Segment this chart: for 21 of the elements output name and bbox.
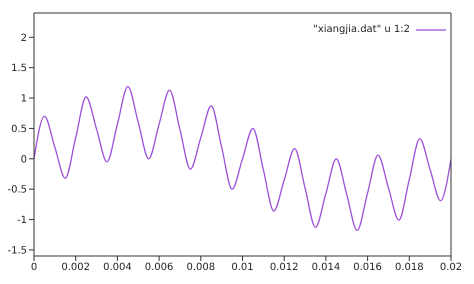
x-tick-label: 0.014 [312, 262, 340, 274]
x-tick-label: 0.018 [394, 262, 424, 274]
x-tick-label: 0.004 [103, 262, 132, 274]
x-tick-label: 0.008 [186, 262, 216, 274]
y-tick-label: -1.5 [7, 245, 27, 256]
y-tick-label: 1 [20, 94, 27, 105]
x-tick-label: 0.002 [61, 262, 90, 274]
x-tick-label: 0.016 [353, 262, 382, 274]
y-tick-label: -1 [17, 215, 27, 226]
x-tick-label: 0 [30, 262, 38, 274]
x-tick-label: 0.006 [144, 262, 174, 274]
line-series [34, 86, 451, 232]
y-tick-label: 0.5 [11, 124, 27, 135]
y-tick-label: 2 [20, 32, 27, 44]
y-tick-label: -0.5 [7, 184, 27, 196]
x-tick-label: 0.02 [440, 262, 462, 274]
y-tick-label: 0 [20, 154, 27, 166]
x-tick-label: 0.012 [270, 262, 299, 274]
y-tick-label: 1.5 [11, 63, 27, 74]
legend-label: "xiangjia.dat" u 1:2 [313, 24, 410, 35]
x-tick-label: 0.01 [231, 262, 254, 274]
